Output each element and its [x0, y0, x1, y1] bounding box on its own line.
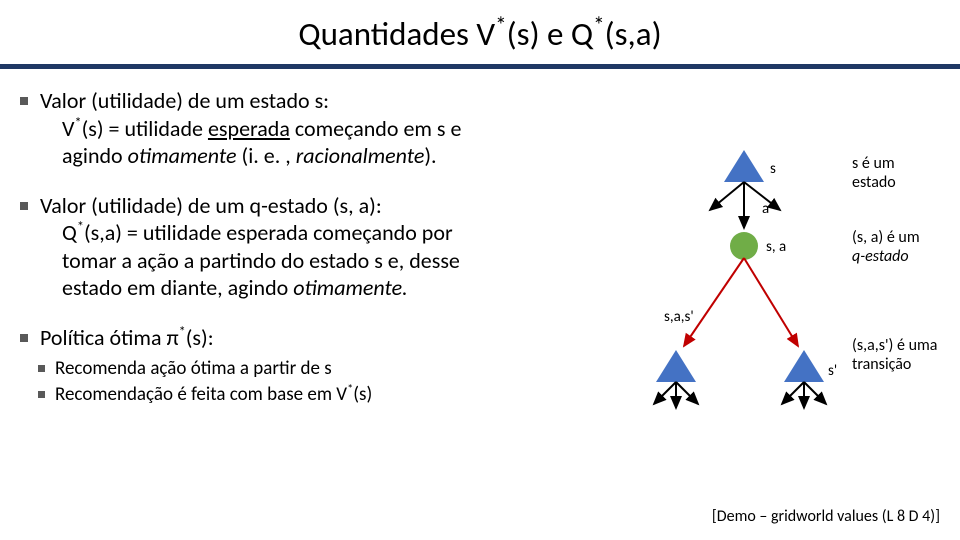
- b1-l3a: agindo: [62, 142, 128, 169]
- bullet-marker: [20, 97, 28, 105]
- b3-star: *: [179, 322, 186, 340]
- sub2-text: Recomendação é feita com base em V*(s): [55, 383, 372, 407]
- cap3a: (s,a,s') é uma: [852, 336, 937, 355]
- bullet-1-text: Valor (utilidade) de um estado s: V*(s) …: [40, 87, 461, 170]
- b3-a: Política ótima: [40, 324, 166, 351]
- b2-l2b: (s,a) = utilidade esperada começando por: [84, 219, 453, 246]
- title-part-3: (s,a): [605, 14, 662, 54]
- cap3b: transição: [852, 355, 911, 374]
- caption-qstate: (s, a) é um q-estado: [852, 228, 920, 266]
- b1-v: V: [62, 115, 74, 142]
- bullet-marker: [20, 202, 28, 210]
- b2-otimamente: otimamente.: [293, 274, 407, 301]
- cap2a: (s, a) é um: [852, 228, 920, 247]
- cap1a: s é um: [852, 154, 895, 173]
- b1-otimamente: otimamente: [128, 142, 237, 169]
- slide-title: Quantidades V*(s) e Q*(s,a): [0, 0, 960, 64]
- title-star-2: *: [593, 12, 605, 40]
- b2-q: Q: [62, 219, 77, 246]
- cap2b: q-estado: [852, 247, 909, 266]
- bullet-1-head: Valor (utilidade) de um estado s:: [40, 87, 329, 114]
- b2-l4a: estado em diante, agindo: [62, 274, 293, 301]
- b1-racionalmente: racionalmente: [296, 142, 425, 169]
- b3-pi: π: [166, 324, 178, 351]
- b2-head: Valor (utilidade) de um q-estado (s, a):: [40, 192, 382, 219]
- b1-l2d: começando em s e: [290, 115, 462, 142]
- b2-l3: tomar a ação a partindo do estado s e, d…: [62, 247, 460, 274]
- bullet-marker: [20, 334, 28, 342]
- title-star-1: *: [495, 12, 507, 40]
- b2-star: *: [77, 218, 84, 236]
- caption-state: s é um estado: [852, 154, 896, 192]
- title-part-2: (s) e Q: [507, 14, 593, 54]
- b1-l3c: (i. e. ,: [237, 142, 296, 169]
- b1-l2b: (s) = utilidade: [82, 115, 208, 142]
- sub2-b: (s): [353, 383, 372, 406]
- bullet-2-text: Valor (utilidade) de um q-estado (s, a):…: [40, 192, 460, 302]
- bullet-marker: [38, 391, 45, 398]
- bullet-marker: [38, 365, 45, 372]
- b1-l3e: ).: [424, 142, 436, 169]
- caption-transition: (s,a,s') é uma transição: [852, 336, 937, 374]
- state-diagram: s a s, a s,a,s' s': [594, 150, 944, 430]
- cap1b: estado: [852, 173, 896, 192]
- demo-note: [Demo – gridworld values (L 8 D 4)]: [712, 507, 940, 526]
- b1-esperada: esperada: [208, 115, 290, 142]
- b3-c: (s):: [186, 324, 214, 351]
- bullet-3-text: Política ótima π*(s):: [40, 324, 214, 352]
- b1-star: *: [74, 113, 81, 131]
- sub2-a: Recomendação é feita com base em V: [55, 383, 347, 406]
- title-part-1: Quantidades V: [298, 14, 495, 54]
- sub1-text: Recomenda ação ótima a partir de s: [55, 357, 332, 381]
